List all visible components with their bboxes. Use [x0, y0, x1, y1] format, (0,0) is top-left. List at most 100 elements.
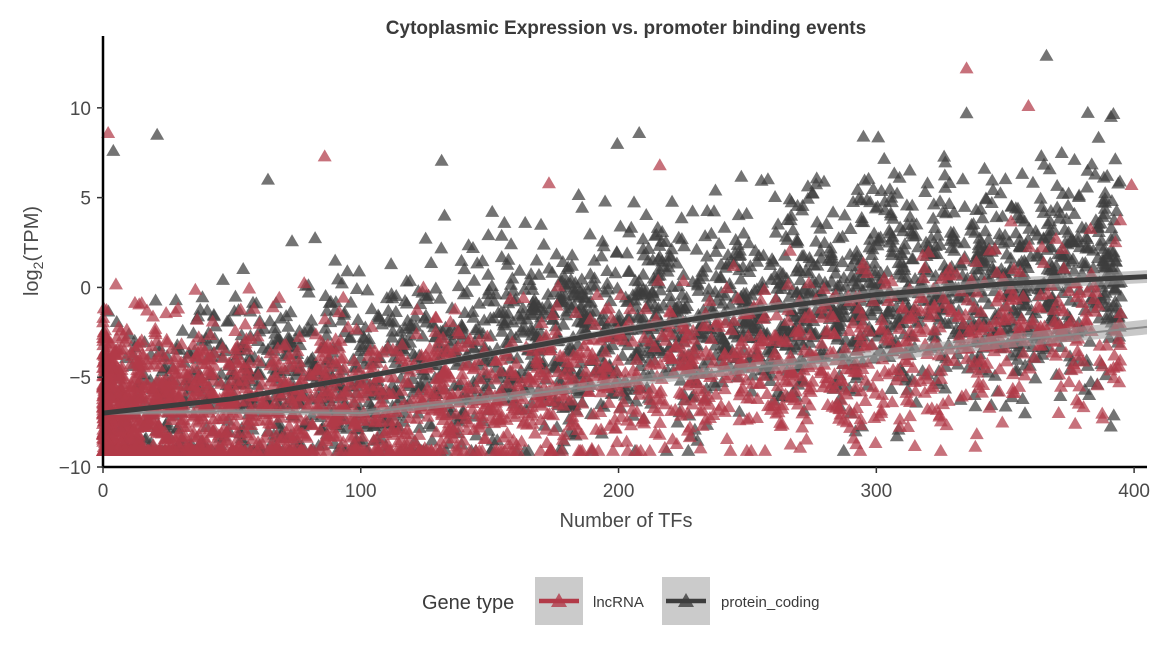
data-point-protein-coding: [398, 293, 413, 306]
data-point-protein-coding: [944, 241, 959, 254]
data-point-protein-coding: [877, 203, 892, 216]
data-point-lncrna: [220, 432, 235, 445]
data-point-protein-coding: [718, 288, 733, 301]
data-point-lncrna: [900, 334, 915, 347]
data-point-lncrna: [336, 290, 351, 303]
data-point-protein-coding: [836, 443, 851, 456]
data-point-lncrna: [951, 308, 966, 321]
data-point-lncrna: [814, 310, 829, 323]
data-point-lncrna: [665, 432, 680, 445]
data-point-lncrna: [756, 368, 771, 381]
data-point-lncrna: [643, 357, 658, 370]
data-point-lncrna: [903, 310, 918, 323]
data-point-protein-coding: [864, 248, 879, 261]
data-point-lncrna: [206, 373, 221, 386]
data-point-lncrna: [975, 385, 990, 398]
data-point-protein-coding: [754, 173, 769, 186]
data-point-protein-coding: [1097, 201, 1112, 214]
data-point-lncrna: [725, 345, 740, 358]
data-point-lncrna: [939, 418, 954, 431]
data-point-protein-coding: [835, 255, 850, 268]
data-point-lncrna: [881, 293, 896, 306]
data-point-lncrna: [450, 420, 465, 433]
data-point-lncrna: [563, 418, 578, 431]
data-point-lncrna: [355, 376, 370, 389]
data-point-lncrna: [978, 361, 993, 374]
data-point-lncrna: [305, 418, 320, 431]
data-point-lncrna: [625, 334, 640, 347]
data-point-protein-coding: [899, 198, 914, 211]
data-point-protein-coding: [343, 295, 358, 308]
data-point-lncrna: [313, 390, 328, 403]
data-point-protein-coding: [681, 443, 696, 456]
data-point-lncrna: [987, 344, 1002, 357]
data-point-lncrna: [200, 380, 215, 393]
data-point-protein-coding: [779, 271, 794, 284]
data-point-lncrna: [796, 363, 811, 376]
legend-marker-lncrna: [551, 593, 567, 607]
data-point-protein-coding: [1020, 260, 1035, 273]
data-point-lncrna: [265, 399, 280, 412]
data-point-lncrna: [378, 426, 393, 439]
data-point-protein-coding: [535, 301, 550, 314]
data-point-lncrna: [933, 443, 948, 456]
data-point-protein-coding: [748, 243, 763, 256]
data-point-protein-coding: [620, 246, 635, 259]
data-point-lncrna: [472, 443, 487, 456]
data-point-protein-coding: [1072, 188, 1087, 201]
data-point-protein-coding: [1042, 162, 1057, 175]
data-point-lncrna: [1113, 338, 1128, 351]
data-point-lncrna: [653, 357, 668, 370]
data-point-lncrna: [206, 387, 221, 400]
data-point-protein-coding: [351, 313, 366, 326]
data-point-protein-coding: [926, 197, 941, 210]
data-point-lncrna: [995, 415, 1010, 428]
data-point-lncrna: [782, 243, 797, 256]
data-point-protein-coding: [826, 205, 841, 218]
data-point-lncrna: [827, 367, 842, 380]
data-point-protein-coding: [782, 192, 797, 205]
data-point-protein-coding: [624, 220, 639, 233]
data-point-lncrna: [495, 443, 510, 456]
data-point-protein-coding: [866, 182, 881, 195]
data-point-lncrna: [135, 439, 150, 452]
data-point-lncrna: [543, 443, 558, 456]
data-point-lncrna: [472, 417, 487, 430]
data-point-protein-coding: [389, 288, 404, 301]
data-point-protein-coding: [937, 168, 952, 181]
data-point-protein-coding: [529, 253, 544, 266]
data-point-lncrna: [308, 327, 323, 340]
data-point-protein-coding: [904, 252, 919, 265]
data-point-lncrna: [917, 260, 932, 273]
data-point-lncrna: [328, 332, 343, 345]
data-point-lncrna: [740, 391, 755, 404]
data-point-lncrna: [355, 429, 370, 442]
data-point-protein-coding: [565, 248, 580, 261]
data-point-protein-coding: [150, 127, 165, 140]
data-point-protein-coding: [655, 225, 670, 238]
data-point-lncrna: [174, 337, 189, 350]
data-point-protein-coding: [491, 305, 506, 318]
data-point-lncrna: [578, 364, 593, 377]
data-point-protein-coding: [1017, 406, 1032, 419]
data-point-lncrna: [915, 290, 930, 303]
data-point-protein-coding: [902, 163, 917, 176]
data-point-lncrna: [443, 314, 458, 327]
data-point-lncrna: [107, 379, 122, 392]
data-point-lncrna: [853, 320, 868, 333]
data-point-lncrna: [788, 325, 803, 338]
y-tick-label: −10: [59, 458, 91, 479]
data-point-lncrna: [570, 405, 585, 418]
data-point-lncrna: [638, 302, 653, 315]
data-point-lncrna: [541, 176, 556, 189]
data-point-lncrna: [895, 299, 910, 312]
data-point-protein-coding: [656, 298, 671, 311]
data-point-protein-coding: [677, 239, 692, 252]
data-point-lncrna: [802, 398, 817, 411]
data-point-lncrna: [654, 393, 669, 406]
data-point-lncrna: [613, 287, 628, 300]
data-point-lncrna: [319, 443, 334, 456]
data-point-protein-coding: [1072, 240, 1087, 253]
data-point-lncrna: [623, 302, 638, 315]
